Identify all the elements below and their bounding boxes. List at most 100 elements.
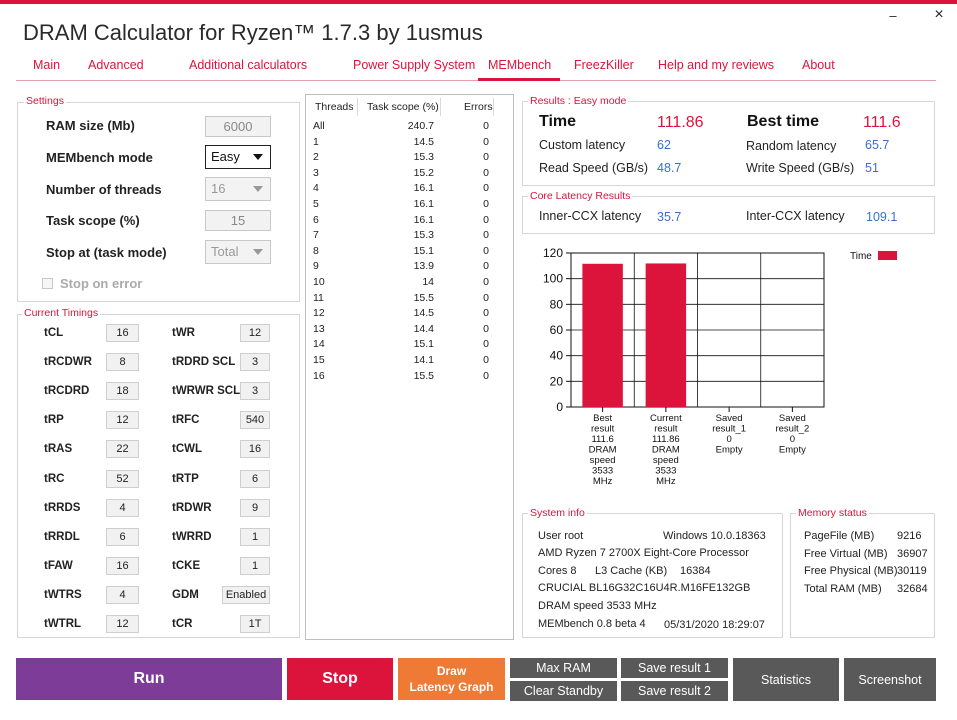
timing-label-twr: tWR	[172, 327, 195, 339]
membench-mode-select[interactable]: Easy	[205, 145, 271, 169]
timing-value-tcke[interactable]: 1	[240, 557, 270, 575]
timing-label-trfc: tRFC	[172, 414, 200, 426]
core-latency-group-label: Core Latency Results	[528, 190, 633, 202]
timing-label-trtp: tRTP	[172, 473, 199, 485]
table-cell-errors: 0	[483, 260, 489, 273]
timing-value-tcwl[interactable]: 16	[240, 440, 270, 458]
table-cell-errors: 0	[483, 354, 489, 366]
tab-help-and-reviews[interactable]: Help and my reviews	[658, 58, 775, 72]
y-tick-label: 80	[550, 297, 564, 311]
table-cell-task-scope: 15.5	[413, 369, 434, 382]
chevron-down-icon	[253, 186, 263, 192]
timing-label-twtrl: tWTRL	[44, 618, 82, 630]
inner-ccx-label: Inner-CCX latency	[539, 209, 642, 223]
timing-value-twtrs[interactable]: 4	[106, 586, 139, 604]
timing-value-trrds[interactable]: 4	[106, 499, 139, 517]
timing-value-gdm[interactable]: Enabled	[222, 586, 270, 604]
column-header-threads[interactable]: Threads	[315, 101, 354, 113]
timing-value-trcdwr[interactable]: 8	[106, 353, 139, 371]
table-cell-task-scope: 15.3	[413, 229, 434, 242]
max-ram-button[interactable]: Max RAM	[510, 658, 617, 678]
column-separator	[357, 98, 358, 116]
ram-size-label: RAM size (Mb)	[46, 118, 135, 133]
run-button[interactable]: Run	[16, 658, 282, 700]
draw-latency-graph-button[interactable]: Draw Latency Graph	[398, 658, 505, 700]
table-cell-errors: 0	[483, 135, 489, 148]
column-header-errors[interactable]: Errors	[464, 101, 493, 113]
stop-on-error-checkbox[interactable]	[42, 278, 53, 289]
timing-value-trrdl[interactable]: 6	[106, 528, 139, 546]
column-separator	[440, 98, 441, 116]
timing-value-twr[interactable]: 12	[240, 324, 270, 342]
table-cell-task-scope: 14.5	[413, 307, 434, 320]
memory-status-value: 32684	[897, 582, 928, 595]
system-timestamp: 05/31/2020 18:29:07	[664, 619, 765, 631]
x-category-label: Current result 111.86 DRAM speed 3533 MHz	[650, 413, 682, 487]
timing-value-trfc[interactable]: 540	[240, 411, 270, 429]
time-label: Time	[539, 113, 577, 130]
tab-membench[interactable]: MEMbench	[488, 58, 552, 72]
timing-value-twrrd[interactable]: 1	[240, 528, 270, 546]
x-category-label-line: 0	[790, 434, 795, 445]
timing-value-trdrd-scl[interactable]: 3	[240, 353, 270, 371]
table-cell-task-scope: 15.1	[413, 244, 434, 257]
timing-value-trdwr[interactable]: 9	[240, 499, 270, 517]
random-latency-value: 65.7	[865, 138, 890, 152]
y-tick-label: 120	[543, 246, 563, 260]
timing-value-trp[interactable]: 12	[106, 411, 139, 429]
timing-value-twrwr-scl[interactable]: 3	[240, 382, 270, 400]
save-result-1-button[interactable]: Save result 1	[621, 658, 728, 678]
timing-value-trcdrd[interactable]: 18	[106, 382, 139, 400]
tab-freezkiller[interactable]: FreezKiller	[574, 58, 634, 72]
tab-main[interactable]: Main	[33, 58, 61, 72]
minimize-icon[interactable]: –	[889, 8, 897, 23]
save-result-2-button[interactable]: Save result 2	[621, 681, 728, 701]
x-category-label: Saved result_1 0 Empty	[712, 413, 746, 456]
system-membench-version: MEMbench 0.8 beta 4	[538, 618, 646, 630]
system-dram-speed: DRAM speed 3533 MHz	[538, 600, 657, 612]
close-icon[interactable]: ×	[934, 6, 944, 23]
chevron-down-icon	[253, 249, 263, 255]
tab-about[interactable]: About	[802, 58, 835, 72]
tab-advanced[interactable]: Advanced	[88, 58, 144, 72]
timing-value-trtp[interactable]: 6	[240, 470, 270, 488]
screenshot-button[interactable]: Screenshot	[844, 658, 936, 701]
chart-bar	[582, 263, 623, 407]
stop-at-select[interactable]: Total	[205, 240, 271, 264]
timing-value-tcl[interactable]: 16	[106, 324, 139, 342]
tab-power-supply-system[interactable]: Power Supply System	[353, 58, 476, 72]
clear-standby-button[interactable]: Clear Standby	[510, 681, 617, 701]
y-tick-label: 0	[556, 400, 563, 414]
table-cell-errors: 0	[483, 322, 489, 335]
table-cell-thread: 6	[313, 213, 319, 226]
timing-value-trc[interactable]: 52	[106, 470, 139, 488]
timing-label-trc: tRC	[44, 473, 65, 485]
table-cell-task-scope: 16.1	[413, 198, 434, 210]
draw-button-line2: Latency Graph	[409, 680, 494, 694]
read-speed-value: 48.7	[657, 161, 682, 175]
statistics-button[interactable]: Statistics	[733, 658, 839, 701]
memory-status-value: 9216	[897, 530, 922, 542]
table-cell-task-scope: 15.3	[413, 151, 434, 164]
table-cell-errors: 0	[483, 120, 489, 132]
table-cell-task-scope: 14	[422, 276, 434, 288]
table-cell-thread: 12	[313, 307, 325, 320]
timing-value-tras[interactable]: 22	[106, 440, 139, 458]
stop-button[interactable]: Stop	[287, 658, 393, 700]
ram-size-field[interactable]: 6000	[205, 116, 271, 137]
column-header-task-scope[interactable]: Task scope (%)	[367, 101, 439, 113]
threads-select[interactable]: 16	[205, 177, 271, 201]
x-category-label-line: 3533	[592, 466, 613, 477]
task-scope-field[interactable]: 15	[205, 210, 271, 231]
membench-mode-label: MEMbench mode	[46, 150, 153, 165]
timing-value-tfaw[interactable]: 16	[106, 557, 139, 575]
table-cell-task-scope: 14.4	[413, 322, 434, 335]
x-category-label-line: result_1	[712, 424, 746, 435]
tab-additional-calculators[interactable]: Additional calculators	[189, 58, 308, 72]
table-cell-thread: 16	[313, 369, 325, 382]
threads-table[interactable]	[305, 94, 514, 640]
timing-value-tcr[interactable]: 1T	[240, 615, 270, 633]
timing-label-tcr: tCR	[172, 618, 193, 630]
timing-value-twtrl[interactable]: 12	[106, 615, 139, 633]
table-cell-task-scope: 13.9	[413, 260, 434, 273]
